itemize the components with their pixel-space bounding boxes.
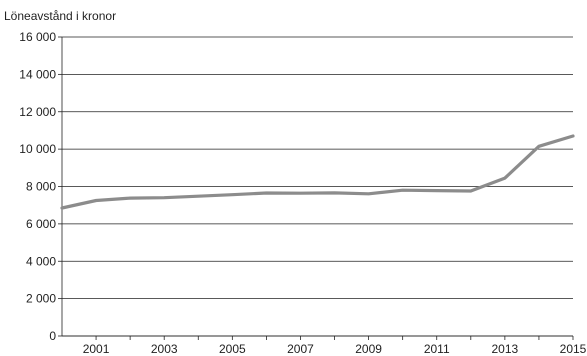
y-tick-label: 14 000 <box>19 67 56 81</box>
x-tick-label: 2009 <box>355 342 382 356</box>
y-tick-label: 0 <box>49 329 56 343</box>
x-tick-label: 2011 <box>424 342 450 356</box>
y-tick-label: 12 000 <box>19 105 56 119</box>
x-tick-label: 2003 <box>151 342 178 356</box>
x-tick-label: 2001 <box>83 342 110 356</box>
y-tick-label: 4 000 <box>26 254 56 268</box>
y-tick-label: 2 000 <box>26 292 56 306</box>
x-tick-label: 2013 <box>492 342 519 356</box>
x-tick-label: 2015 <box>560 342 587 356</box>
y-tick-label: 6 000 <box>26 217 56 231</box>
x-tick-labels: 2001 2003 2005 2007 2009 2011 2013 2015 <box>83 342 587 356</box>
x-tick-label: 2005 <box>219 342 246 356</box>
y-axis-label: Löneavstånd i kronor <box>4 9 116 23</box>
y-tick-label: 8 000 <box>26 180 56 194</box>
series-group <box>60 134 575 210</box>
gridlines <box>58 36 573 337</box>
axes <box>61 37 574 340</box>
y-tick-label: 10 000 <box>19 142 56 156</box>
series-line <box>60 134 575 210</box>
x-tick-label: 2007 <box>287 342 314 356</box>
y-tick-labels: 0 2 000 4 000 6 000 8 000 10 000 12 000 14 000 1… <box>19 30 56 343</box>
y-tick-label: 16 000 <box>19 30 56 44</box>
